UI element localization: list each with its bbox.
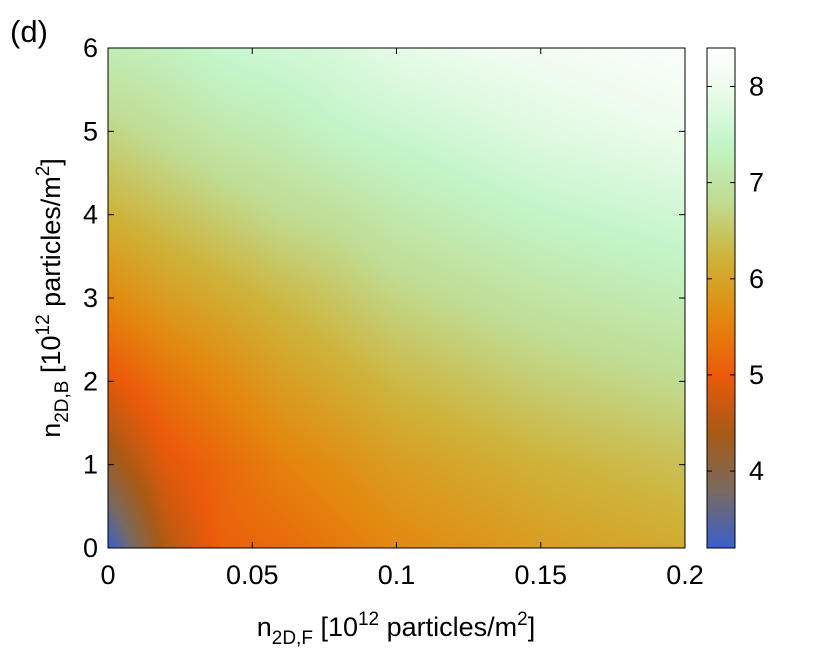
y-tick-label: 2 [83,366,98,396]
colorbar-tick-label: 6 [749,264,764,294]
colorbar: 4 5 6 7 8 [706,47,764,549]
y-tick-label: 1 [83,450,98,480]
plot-area [107,47,686,549]
y-tick-label: 5 [83,116,98,146]
y-axis: 0 1 2 3 4 5 6 [83,33,685,563]
y-tick-label: 4 [83,200,98,230]
x-axis: 0 0.05 0.1 0.15 0.2 [100,48,704,590]
y-tick-label: 3 [83,283,98,313]
x-axis-label: n2D,F [1012 particles/m2] [257,609,536,649]
colorbar-frame [706,47,736,549]
x-tick-label: 0.2 [666,560,704,590]
x-tick-label: 0.05 [226,560,279,590]
x-tick-label: 0 [100,560,115,590]
colorbar-tick-label: 4 [749,456,764,486]
colorbar-tick-label: 8 [749,71,764,101]
colorbar-tick-label: 5 [749,360,764,390]
colorbar-gradient [707,48,735,548]
y-tick-label: 0 [83,533,98,563]
colorbar-tick-label: 7 [749,168,764,198]
colorbar-ticks: 4 5 6 7 8 [707,71,764,486]
y-tick-label: 6 [83,33,98,63]
y-axis-label: n2D,B [1012 particles/m2] [33,158,73,438]
heatmap-surface [108,48,685,548]
x-tick-label: 0.15 [514,560,567,590]
x-tick-label: 0.1 [378,560,416,590]
panel-label: (d) [10,14,48,49]
